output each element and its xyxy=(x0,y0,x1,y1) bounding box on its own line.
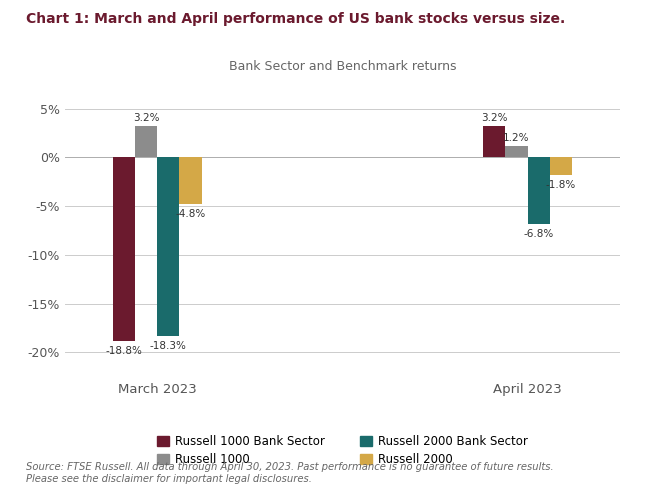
Title: Bank Sector and Benchmark returns: Bank Sector and Benchmark returns xyxy=(229,61,456,73)
Bar xyxy=(113,157,135,341)
Text: -18.3%: -18.3% xyxy=(150,341,187,351)
Text: Chart 1: March and April performance of US bank stocks versus size.: Chart 1: March and April performance of … xyxy=(26,12,565,26)
Bar xyxy=(550,157,572,175)
Bar xyxy=(505,146,528,157)
Legend: Russell 1000 Bank Sector, Russell 1000, Russell 2000 Bank Sector, Russell 2000: Russell 1000 Bank Sector, Russell 1000, … xyxy=(157,435,528,466)
Text: Source: FTSE Russell. All data through April 30, 2023. Past performance is no gu: Source: FTSE Russell. All data through A… xyxy=(26,462,554,484)
Text: 1.2%: 1.2% xyxy=(503,133,530,143)
Text: -18.8%: -18.8% xyxy=(105,346,142,356)
Text: -1.8%: -1.8% xyxy=(546,180,576,190)
Bar xyxy=(135,126,157,157)
Text: 3.2%: 3.2% xyxy=(133,113,160,124)
Bar xyxy=(157,157,180,336)
Text: -4.8%: -4.8% xyxy=(176,209,205,219)
Bar xyxy=(180,157,202,204)
Text: -6.8%: -6.8% xyxy=(523,229,554,239)
Text: 3.2%: 3.2% xyxy=(481,113,508,124)
Bar xyxy=(483,126,505,157)
Bar xyxy=(528,157,550,224)
